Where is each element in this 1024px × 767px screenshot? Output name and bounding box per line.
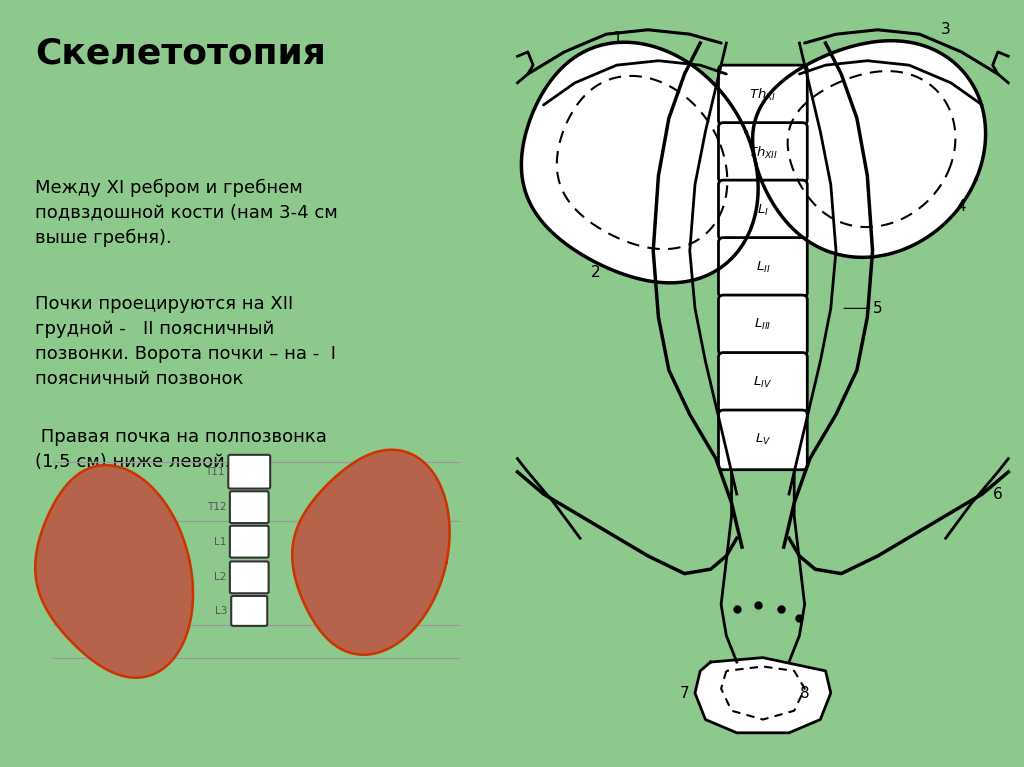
Text: Почки проецируются на XII
грудной -   II поясничный
позвонки. Ворота почки – на : Почки проецируются на XII грудной - II п…: [35, 295, 336, 387]
FancyBboxPatch shape: [719, 180, 807, 240]
Text: Th$_{XI}$: Th$_{XI}$: [750, 87, 776, 103]
Text: Между XI ребром и гребнем
подвздошной кости (нам 3-4 см
выше гребня).: Между XI ребром и гребнем подвздошной ко…: [35, 179, 338, 247]
Text: L$_{V}$: L$_{V}$: [755, 433, 771, 447]
FancyBboxPatch shape: [229, 526, 268, 558]
Text: Th$_{XII}$: Th$_{XII}$: [748, 144, 778, 160]
Polygon shape: [521, 42, 758, 283]
Polygon shape: [35, 465, 193, 678]
FancyBboxPatch shape: [719, 410, 807, 469]
Text: 1: 1: [612, 31, 622, 46]
Text: Скелетотопия: Скелетотопия: [35, 37, 326, 71]
FancyBboxPatch shape: [228, 455, 270, 489]
Text: L1: L1: [214, 537, 226, 547]
Polygon shape: [753, 41, 986, 258]
Text: L2: L2: [214, 572, 226, 582]
Polygon shape: [695, 657, 830, 732]
Text: L$_{IV}$: L$_{IV}$: [754, 375, 772, 390]
Text: L$_{III}$: L$_{III}$: [754, 318, 772, 332]
Text: L$_{II}$: L$_{II}$: [756, 260, 770, 275]
FancyBboxPatch shape: [719, 65, 807, 125]
Text: 7: 7: [680, 686, 689, 700]
FancyBboxPatch shape: [231, 596, 267, 626]
Text: L3: L3: [215, 606, 227, 616]
Text: T12: T12: [207, 502, 226, 512]
FancyBboxPatch shape: [229, 491, 268, 523]
Text: T11: T11: [205, 466, 224, 477]
Text: 8: 8: [800, 686, 809, 700]
FancyBboxPatch shape: [719, 123, 807, 183]
FancyBboxPatch shape: [719, 238, 807, 298]
Text: 3: 3: [941, 22, 950, 38]
Text: L$_{I}$: L$_{I}$: [757, 202, 769, 218]
FancyBboxPatch shape: [719, 295, 807, 355]
Text: 2: 2: [591, 265, 600, 281]
Text: Правая почка на полпозвонка
(1,5 см) ниже левой.: Правая почка на полпозвонка (1,5 см) ниж…: [35, 428, 327, 471]
FancyBboxPatch shape: [229, 561, 268, 594]
Polygon shape: [292, 449, 450, 655]
Text: 5: 5: [873, 301, 883, 316]
Text: 4: 4: [956, 199, 966, 214]
FancyBboxPatch shape: [719, 353, 807, 412]
Text: 6: 6: [993, 486, 1002, 502]
